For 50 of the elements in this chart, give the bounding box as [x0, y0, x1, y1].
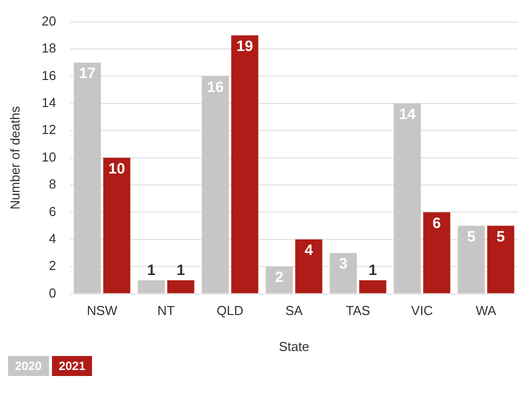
y-tick-label: 10: [42, 149, 56, 164]
y-tick-label: 12: [42, 122, 56, 138]
x-tick-label: TAS: [346, 303, 371, 318]
y-tick-label: 20: [42, 13, 56, 28]
data-label: 1: [176, 262, 185, 279]
bar: [394, 103, 421, 294]
bar: [266, 266, 293, 294]
data-label: 5: [496, 228, 505, 246]
data-label: 3: [339, 256, 348, 273]
text: 2020: [8, 356, 49, 376]
y-axis-title: Number of deaths: [7, 106, 22, 210]
data-label: 10: [108, 160, 126, 178]
bar: [487, 226, 514, 294]
bar: [423, 212, 450, 294]
bar: [138, 280, 165, 294]
data-label: 17: [78, 65, 96, 82]
y-tick-label: 8: [48, 176, 56, 192]
x-tick-label: WA: [476, 303, 497, 318]
y-tick-label: 6: [48, 204, 56, 219]
bar: [103, 158, 130, 294]
data-label: 1: [147, 262, 156, 279]
y-tick-label: 16: [42, 68, 56, 83]
data-label: 19: [236, 38, 254, 56]
x-tick-label: NSW: [86, 303, 118, 318]
y-tick-label: 0: [48, 285, 56, 300]
bar: [295, 239, 322, 294]
y-tick-label: 4: [48, 230, 56, 246]
data-label: 5: [467, 228, 476, 246]
data-label: 2: [275, 269, 284, 286]
y-tick-label: 18: [42, 40, 56, 56]
data-label: 1: [368, 262, 377, 279]
data-label: 14: [398, 106, 416, 124]
x-tick-label: VIC: [411, 303, 433, 318]
bar: [231, 35, 258, 294]
x-tick-label: NT: [157, 303, 175, 318]
bar: [202, 76, 229, 294]
x-axis-title: State: [278, 338, 310, 354]
bar: [359, 280, 386, 294]
bar: [458, 226, 485, 294]
bar: [167, 280, 194, 294]
data-label: 16: [206, 78, 224, 96]
text: 2021: [52, 356, 92, 376]
y-tick-label: 14: [42, 94, 56, 110]
y-tick-label: 2: [48, 258, 56, 274]
bar: [330, 253, 357, 294]
data-label: 6: [432, 214, 441, 232]
x-tick-label: SA: [285, 303, 304, 318]
data-label: 4: [304, 242, 314, 260]
x-tick-label: QLD: [216, 303, 244, 318]
bar: [74, 62, 101, 294]
